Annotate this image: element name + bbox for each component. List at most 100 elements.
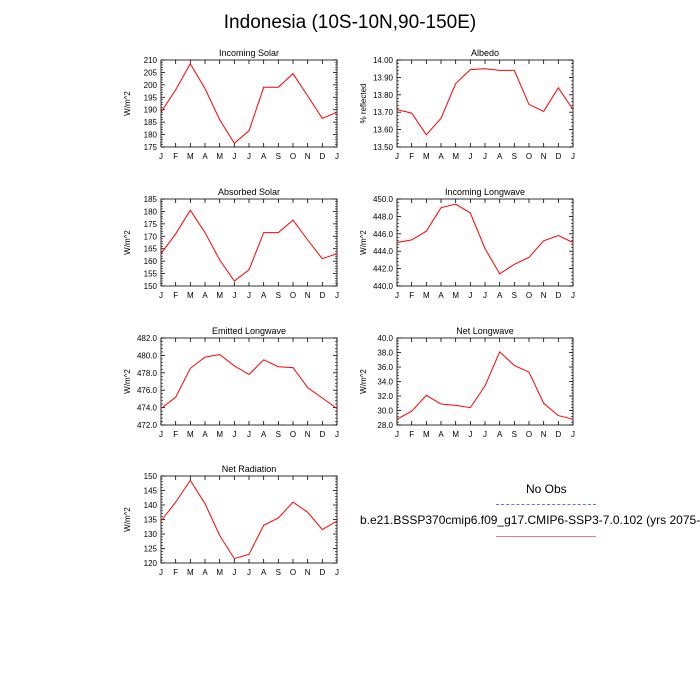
y-tick-label: 155 [144, 270, 158, 279]
x-tick-label: A [497, 430, 503, 439]
x-tick-label: F [173, 430, 178, 439]
x-tick-label: J [159, 568, 163, 577]
y-tick-label: 482.0 [137, 334, 158, 343]
plot-frame [160, 475, 338, 564]
x-tick-label: S [276, 430, 281, 439]
y-axis-label: W/m^2 [123, 369, 132, 394]
y-tick-label: 210 [144, 56, 158, 65]
x-tick-label: A [438, 291, 444, 300]
x-tick-label: D [319, 430, 325, 439]
x-tick-label: A [202, 568, 208, 577]
x-tick-label: J [468, 152, 472, 161]
x-tick-label: A [497, 152, 503, 161]
y-tick-label: 140 [144, 501, 158, 510]
panel-2: Absorbed Solar W/m^2 150 155 160 165 170 175 180… [123, 187, 339, 300]
x-tick-label: J [571, 291, 575, 300]
x-tick-label: M [452, 152, 459, 161]
x-tick-label: J [571, 152, 575, 161]
y-tick-label: 175 [144, 220, 158, 229]
x-tick-label: S [276, 152, 281, 161]
y-tick-label: 120 [144, 559, 158, 568]
x-tick-label: M [452, 430, 459, 439]
x-tick-label: A [202, 152, 208, 161]
x-tick-label: F [173, 568, 178, 577]
x-tick-label: F [173, 152, 178, 161]
series-line [396, 68, 574, 136]
y-tick-label: 32.0 [377, 392, 393, 401]
x-tick-label: M [216, 568, 223, 577]
x-tick-label: A [202, 430, 208, 439]
x-tick-label: M [216, 430, 223, 439]
x-tick-label: A [202, 291, 208, 300]
y-tick-label: 40.0 [377, 334, 393, 343]
x-tick-label: N [305, 291, 311, 300]
x-tick-label: D [319, 568, 325, 577]
y-tick-label: 474.0 [137, 404, 158, 413]
x-tick-label: M [187, 430, 194, 439]
panel-4: Emitted Longwave W/m^2 472.0 474.0 476.0 478.… [123, 326, 339, 439]
x-tick-label: J [395, 152, 399, 161]
y-axis-label: W/m^2 [123, 507, 132, 532]
x-tick-label: D [319, 152, 325, 161]
x-tick-label: J [335, 430, 339, 439]
series-line [160, 479, 338, 560]
x-tick-label: N [541, 152, 547, 161]
x-tick-label: A [261, 430, 267, 439]
y-tick-label: 36.0 [377, 363, 393, 372]
y-tick-label: 200 [144, 81, 158, 90]
y-tick-label: 160 [144, 257, 158, 266]
x-tick-label: M [423, 152, 430, 161]
x-tick-label: A [261, 152, 267, 161]
y-axis-label: % reflected [359, 83, 368, 123]
y-tick-label: 175 [144, 143, 158, 152]
plot-frame [160, 198, 338, 287]
x-tick-label: J [232, 568, 236, 577]
y-tick-label: 14.00 [373, 56, 394, 65]
y-tick-label: 165 [144, 245, 158, 254]
y-tick-label: 28.0 [377, 421, 393, 430]
x-tick-label: J [247, 291, 251, 300]
y-tick-label: 38.0 [377, 349, 393, 358]
x-tick-label: J [483, 291, 487, 300]
legend-model-line [496, 536, 596, 537]
x-tick-label: S [512, 152, 517, 161]
x-tick-label: F [409, 291, 414, 300]
x-tick-label: F [409, 430, 414, 439]
x-tick-label: A [438, 430, 444, 439]
y-tick-label: 130 [144, 530, 158, 539]
x-tick-label: M [187, 291, 194, 300]
x-tick-label: A [438, 152, 444, 161]
x-tick-label: N [305, 430, 311, 439]
x-tick-label: A [261, 291, 267, 300]
series-line [160, 353, 338, 409]
x-tick-label: D [555, 152, 561, 161]
x-tick-label: N [305, 568, 311, 577]
y-tick-label: 13.90 [373, 73, 394, 82]
x-tick-label: J [395, 430, 399, 439]
y-tick-label: 440.0 [373, 282, 394, 291]
x-tick-label: S [276, 568, 281, 577]
x-tick-label: S [276, 291, 281, 300]
plot-frame [160, 337, 338, 426]
x-tick-label: D [319, 291, 325, 300]
y-tick-label: 135 [144, 516, 158, 525]
x-tick-label: J [232, 152, 236, 161]
x-tick-label: O [526, 430, 532, 439]
panel-1: Albedo % reflected 13.50 13.60 13.70 13.80 13.… [359, 48, 575, 161]
y-tick-label: 170 [144, 232, 158, 241]
x-tick-label: D [555, 291, 561, 300]
x-tick-label: D [555, 430, 561, 439]
x-tick-label: O [526, 152, 532, 161]
panel-title: Incoming Longwave [445, 187, 525, 197]
x-tick-label: J [247, 430, 251, 439]
plot-frame [396, 337, 574, 426]
y-tick-label: 13.70 [373, 108, 394, 117]
legend-obs-line [496, 504, 596, 505]
y-tick-label: 150 [144, 472, 158, 481]
plot-frame [396, 198, 574, 287]
panel-5: Net Longwave W/m^2 28.0 30.0 32.0 34.0 36.0 38.… [359, 326, 575, 439]
y-tick-label: 150 [144, 282, 158, 291]
panel-6: Net Radiation W/m^2 120 125 130 135 140 145 150 J… [123, 464, 339, 577]
x-tick-label: J [483, 430, 487, 439]
